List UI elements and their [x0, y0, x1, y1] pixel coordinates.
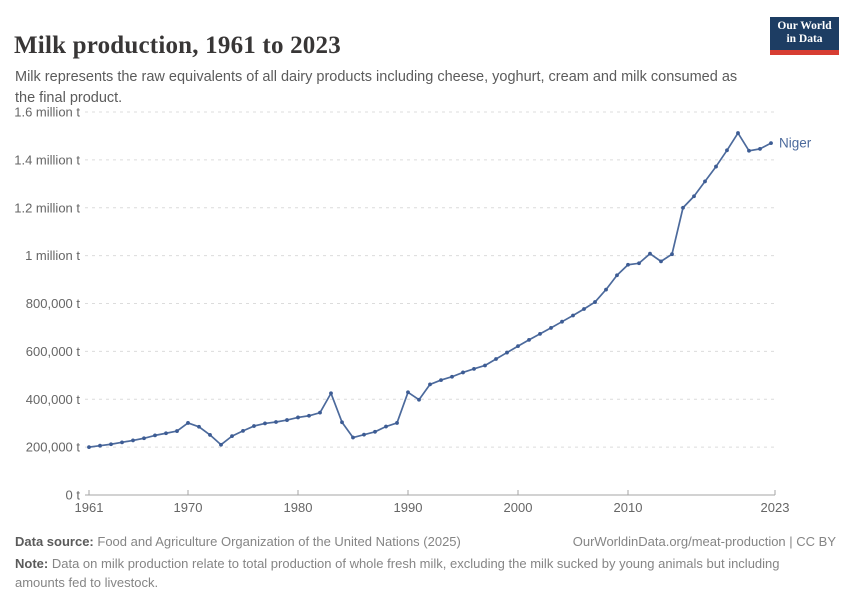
data-point[interactable]	[439, 378, 443, 382]
data-point[interactable]	[769, 141, 773, 146]
x-tick-label: 1961	[75, 500, 104, 515]
data-point[interactable]	[725, 148, 729, 153]
data-source: Data source: Food and Agriculture Organi…	[15, 532, 461, 551]
data-point[interactable]	[494, 357, 498, 361]
data-point[interactable]	[472, 366, 476, 371]
data-point[interactable]	[670, 252, 674, 257]
chart-footer: Data source: Food and Agriculture Organi…	[15, 532, 836, 592]
y-tick-label: 1.2 million t	[14, 200, 80, 215]
data-point[interactable]	[120, 440, 124, 445]
y-tick-label: 200,000 t	[26, 440, 81, 455]
data-point[interactable]	[164, 431, 168, 436]
data-point[interactable]	[340, 420, 344, 425]
credit-link[interactable]: OurWorldinData.org/meat-production | CC …	[572, 534, 836, 549]
data-point[interactable]	[648, 251, 652, 256]
data-point[interactable]	[153, 433, 157, 438]
data-point[interactable]	[560, 319, 564, 324]
data-point[interactable]	[285, 418, 289, 422]
data-point[interactable]	[131, 438, 135, 443]
x-tick-label: 1990	[394, 500, 423, 515]
data-point[interactable]	[351, 435, 355, 440]
data-point[interactable]	[109, 442, 113, 447]
data-point[interactable]	[659, 259, 663, 264]
y-tick-label: 1 million t	[25, 248, 80, 263]
data-point[interactable]	[736, 131, 740, 135]
data-point[interactable]	[263, 421, 267, 426]
data-point[interactable]	[549, 326, 553, 330]
data-point[interactable]	[241, 428, 245, 433]
data-point[interactable]	[318, 410, 322, 415]
x-tick-label: 1970	[174, 500, 203, 515]
data-point[interactable]	[142, 436, 146, 441]
data-source-text: Food and Agriculture Organization of the…	[97, 534, 461, 549]
y-tick-label: 400,000 t	[26, 392, 81, 407]
owid-logo-line2: in Data	[786, 33, 823, 45]
data-point[interactable]	[703, 179, 707, 184]
data-point[interactable]	[219, 442, 223, 447]
data-source-label: Data source:	[15, 534, 94, 549]
data-point[interactable]	[626, 262, 630, 267]
y-tick-label: 800,000 t	[26, 296, 81, 311]
data-point[interactable]	[505, 350, 509, 355]
data-point[interactable]	[186, 421, 190, 425]
data-point[interactable]	[461, 370, 465, 375]
data-point[interactable]	[571, 313, 575, 318]
owid-logo: Our World in Data	[770, 17, 839, 55]
data-point[interactable]	[582, 307, 586, 311]
data-point[interactable]	[230, 434, 234, 439]
x-tick-label: 2023	[761, 500, 790, 515]
data-point[interactable]	[98, 443, 102, 448]
data-point[interactable]	[329, 391, 333, 396]
y-tick-label: 1.6 million t	[14, 105, 80, 120]
series-end-label[interactable]: Niger	[779, 136, 812, 151]
data-point[interactable]	[637, 261, 641, 266]
data-point[interactable]	[593, 300, 597, 304]
data-point[interactable]	[373, 429, 377, 434]
y-tick-label: 1.4 million t	[14, 152, 80, 167]
data-point[interactable]	[87, 445, 91, 450]
data-point[interactable]	[428, 382, 432, 387]
data-point[interactable]	[175, 429, 179, 433]
data-point[interactable]	[296, 415, 300, 420]
data-point[interactable]	[681, 205, 685, 210]
line-chart[interactable]: 0 t 200,000 t 400,000 t 600,000 t 800,000 t 1…	[0, 0, 850, 528]
data-point[interactable]	[208, 433, 212, 437]
data-point[interactable]	[395, 421, 399, 425]
data-point[interactable]	[483, 363, 487, 368]
data-point[interactable]	[197, 424, 201, 429]
y-tick-label: 600,000 t	[26, 344, 81, 359]
owid-logo-line1: Our World	[777, 20, 832, 32]
data-point[interactable]	[604, 287, 608, 292]
page-title: Milk production, 1961 to 2023	[14, 31, 341, 59]
data-line-niger[interactable]	[88, 132, 772, 448]
data-point[interactable]	[527, 337, 531, 342]
chart-note: Note: Data on milk production relate to …	[15, 554, 793, 592]
owid-logo-stripe	[770, 50, 839, 55]
data-point[interactable]	[362, 432, 366, 437]
data-point[interactable]	[758, 146, 762, 151]
data-point[interactable]	[274, 420, 278, 424]
data-point[interactable]	[450, 374, 454, 379]
x-tick-label: 2010	[614, 500, 643, 515]
y-tick-label: 0 t	[66, 488, 81, 503]
data-point[interactable]	[417, 397, 421, 402]
data-point[interactable]	[516, 344, 520, 349]
data-point[interactable]	[307, 413, 311, 418]
data-point[interactable]	[692, 194, 696, 199]
data-point[interactable]	[747, 148, 751, 153]
note-label: Note:	[15, 556, 49, 571]
data-point[interactable]	[406, 390, 410, 395]
chart-subtitle: Milk represents the raw equivalents of a…	[15, 68, 738, 106]
owid-logo-text: Our World in Data	[770, 17, 839, 50]
data-point[interactable]	[615, 273, 619, 278]
x-tick-label: 1980	[284, 500, 313, 515]
data-point[interactable]	[252, 424, 256, 428]
data-point[interactable]	[384, 424, 388, 429]
x-tick-label: 2000	[504, 500, 533, 515]
data-point[interactable]	[714, 164, 718, 169]
note-text: Data on milk production relate to total …	[15, 556, 780, 590]
data-point[interactable]	[538, 332, 542, 336]
